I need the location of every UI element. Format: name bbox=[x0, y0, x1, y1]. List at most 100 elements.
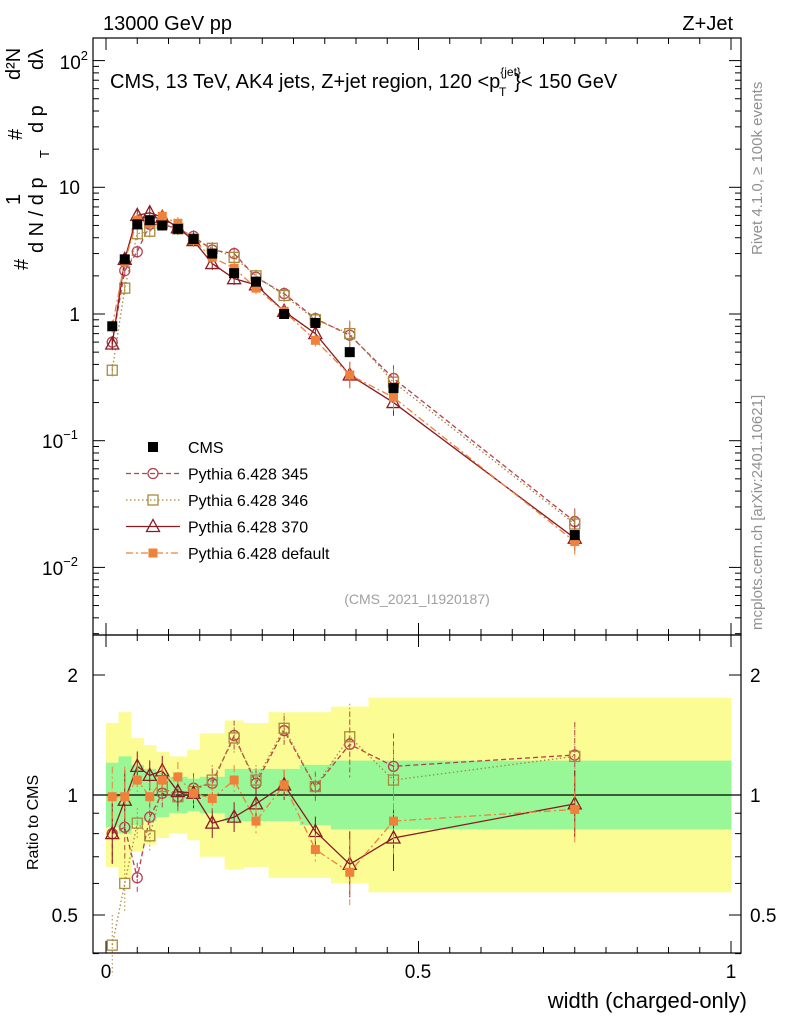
plot-title: CMS, 13 TeV, AK4 jets, Z+jet region, 120… bbox=[110, 65, 618, 99]
point-cms bbox=[119, 254, 130, 265]
series-pythia-6-428-default bbox=[107, 210, 580, 555]
legend-entry-pythia-6-428-default: Pythia 6.428 default bbox=[126, 546, 330, 563]
ratio-point-pythia-6-428-345 bbox=[344, 738, 356, 750]
ratio-series bbox=[104, 703, 583, 976]
point-pythia-6-428-default bbox=[345, 370, 355, 380]
ratio-point-pythia-6-428-346 bbox=[569, 750, 581, 763]
ratio-tick-label-right-1: 1 bbox=[750, 786, 761, 807]
ratio-point-pythia-6-428-default bbox=[120, 792, 130, 802]
ratio-point-pythia-6-428-default bbox=[157, 775, 167, 785]
point-pythia-6-428-default bbox=[229, 263, 239, 273]
legend-label-pythia-6-428-345: Pythia 6.428 345 bbox=[188, 467, 308, 484]
header-right-label: Z+Jet bbox=[682, 13, 733, 35]
ratio-point-pythia-6-428-370 bbox=[226, 808, 242, 823]
ratio-point-pythia-6-428-default bbox=[279, 780, 289, 790]
ratio-point-pythia-6-428-346 bbox=[387, 774, 400, 786]
legend-label-pythia-6-428-default: Pythia 6.428 default bbox=[188, 546, 330, 563]
point-pythia-6-428-default bbox=[310, 335, 320, 345]
ratio-y-label: Ratio to CMS bbox=[25, 775, 42, 870]
point-cms bbox=[157, 220, 168, 231]
ratio-point-pythia-6-428-370 bbox=[385, 829, 402, 844]
series-cms bbox=[107, 215, 580, 541]
analysis-id: (CMS_2021_I1920187) bbox=[344, 591, 490, 607]
legend-entry-pythia-6-428-345: Pythia 6.428 345 bbox=[126, 467, 308, 484]
ylabel-hash1: # bbox=[11, 258, 33, 270]
ratio-tick-label-right-2: 2 bbox=[750, 666, 761, 687]
series-pythia-6-428-345 bbox=[106, 218, 581, 535]
point-pythia-6-428-default bbox=[173, 218, 183, 228]
ratio-point-pythia-6-428-default bbox=[389, 816, 398, 826]
point-pythia-6-428-default bbox=[570, 537, 580, 547]
ratio-point-pythia-6-428-default bbox=[229, 775, 239, 785]
point-cms bbox=[132, 219, 143, 230]
ratio-point-pythia-6-428-346 bbox=[119, 877, 131, 890]
ratio-point-pythia-6-428-345 bbox=[131, 872, 143, 884]
legend-entry-pythia-6-428-346: Pythia 6.428 346 bbox=[126, 493, 308, 510]
ratio-point-pythia-6-428-default bbox=[173, 772, 183, 782]
ratio-tick-label-0.5: 0.5 bbox=[52, 906, 78, 927]
legend-label-pythia-6-428-370: Pythia 6.428 370 bbox=[188, 520, 308, 537]
x-tick-label-1: 1 bbox=[726, 962, 737, 983]
y-tick-label-100: 102 bbox=[60, 48, 88, 74]
point-cms bbox=[188, 234, 199, 245]
ratio-point-pythia-6-428-default bbox=[310, 844, 320, 854]
series-pythia-6-428-370 bbox=[104, 204, 583, 552]
ratio-point-pythia-6-428-default bbox=[145, 792, 155, 802]
ratio-point-pythia-6-428-370 bbox=[204, 814, 220, 829]
point-cms bbox=[388, 383, 399, 394]
legend-marker-pythia-6-428-370 bbox=[145, 518, 161, 533]
ratio-point-pythia-6-428-346 bbox=[344, 731, 356, 743]
legend-entry-cms: CMS bbox=[148, 440, 224, 457]
axis-ticks bbox=[93, 38, 741, 955]
rivet-note: Rivet 4.1.0, ≥ 100k events bbox=[749, 82, 766, 255]
point-cms bbox=[344, 347, 355, 358]
ratio-point-pythia-6-428-default bbox=[132, 775, 142, 785]
legend-marker-pythia-6-428-345 bbox=[147, 467, 159, 480]
legend-marker-pythia-6-428-default bbox=[148, 548, 158, 558]
main-series bbox=[104, 204, 583, 555]
point-pythia-6-428-default bbox=[251, 283, 261, 293]
ratio-tick-label-1: 1 bbox=[67, 786, 78, 807]
point-cms bbox=[251, 276, 261, 287]
y-tick-label-0.1: 10−1 bbox=[42, 427, 78, 453]
ylabel-dN-dpT: d N / d p bbox=[26, 177, 48, 253]
plot-title-end: }< 150 GeV bbox=[514, 71, 618, 93]
ratio-point-pythia-6-428-default bbox=[189, 788, 198, 798]
ratio-point-pythia-6-428-346 bbox=[278, 722, 290, 734]
ylabel-T: T bbox=[37, 150, 52, 158]
point-cms bbox=[207, 248, 218, 259]
point-cms bbox=[279, 309, 290, 319]
y-tick-label-10: 10 bbox=[59, 178, 80, 199]
ratio-point-pythia-6-428-346 bbox=[131, 817, 143, 829]
ratio-line-pythia-6-428-345 bbox=[111, 729, 575, 878]
ratio-point-pythia-6-428-default bbox=[107, 792, 117, 802]
point-pythia-6-428-346 bbox=[106, 364, 118, 376]
y-axis-label: # 1 d N / d p T # d²N d p dλ bbox=[3, 48, 52, 270]
point-cms bbox=[229, 268, 240, 279]
ratio-point-pythia-6-428-default bbox=[251, 816, 261, 826]
ratio-line-pythia-6-428-default bbox=[112, 776, 575, 874]
point-cms bbox=[107, 321, 118, 332]
x-tick-label-0.5: 0.5 bbox=[405, 962, 431, 983]
legend: CMS Pythia 6.428 345 Pythia 6.428 346 Pythi… bbox=[126, 440, 330, 563]
legend-marker-pythia-6-428-346 bbox=[147, 494, 159, 506]
ylabel-d2N: d²N bbox=[3, 48, 25, 80]
ratio-point-pythia-6-428-default bbox=[345, 867, 355, 877]
series-line-pythia-6-428-370 bbox=[111, 212, 576, 539]
mcplots-note: mcplots.cern.ch [arXiv:2401.10621] bbox=[749, 395, 766, 630]
ratio-point-pythia-6-428-346 bbox=[106, 939, 118, 951]
x-axis-label: width (charged-only) bbox=[547, 988, 747, 1013]
point-cms bbox=[310, 317, 321, 328]
x-tick-label-0: 0 bbox=[101, 962, 112, 983]
plot-title-sub: T bbox=[499, 85, 507, 99]
ratio-point-pythia-6-428-346 bbox=[309, 780, 322, 793]
y-tick-label-1: 1 bbox=[69, 305, 80, 326]
point-pythia-6-428-346 bbox=[278, 289, 290, 302]
ylabel-dpT: d p bbox=[26, 105, 48, 133]
ratio-point-pythia-6-428-default bbox=[207, 793, 217, 803]
ylabel-hash2: # bbox=[5, 128, 27, 140]
ratio-series-pythia-6-428-default bbox=[107, 762, 580, 906]
point-pythia-6-428-default bbox=[157, 211, 167, 221]
ylabel-one: 1 bbox=[3, 194, 25, 205]
header-left-label: 13000 GeV pp bbox=[103, 13, 232, 35]
